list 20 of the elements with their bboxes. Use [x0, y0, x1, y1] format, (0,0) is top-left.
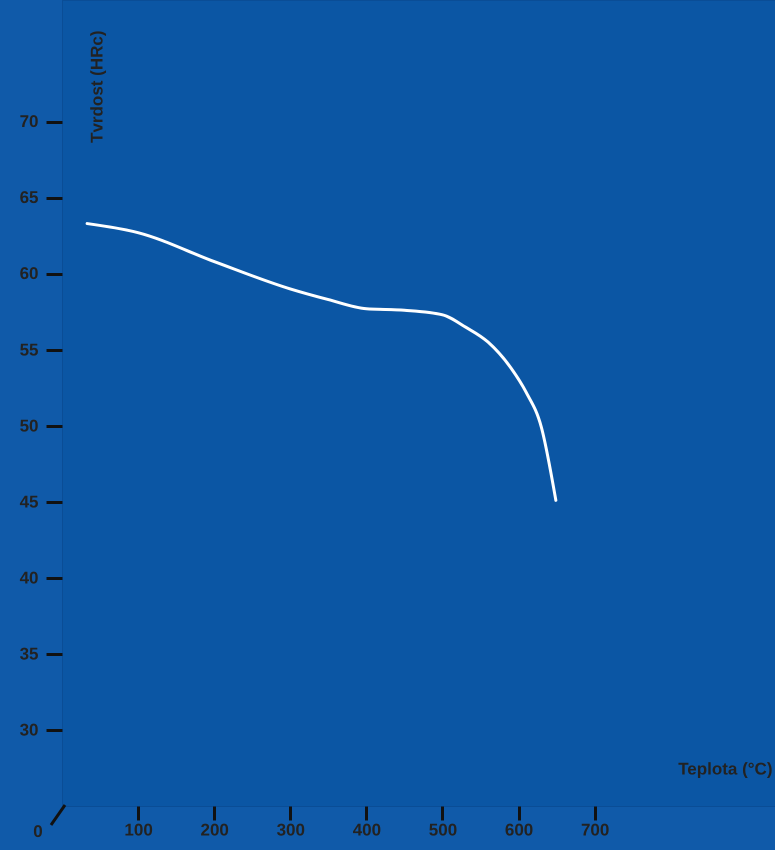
- y-tick-label: 60: [20, 264, 38, 284]
- x-tick-label: 300: [276, 820, 305, 840]
- y-tick-label: 40: [20, 568, 38, 588]
- x-tick-label: 700: [580, 820, 610, 840]
- y-tick-label: 50: [20, 416, 38, 436]
- x-tick-label: 500: [428, 820, 458, 840]
- line-series: [86, 222, 558, 502]
- y-tick-label: 70: [20, 112, 38, 132]
- y-tick-label: 65: [20, 188, 38, 208]
- y-axis-title: Tvrdost (HRc): [88, 30, 106, 143]
- y-tick-label: 55: [20, 340, 38, 360]
- x-tick-label: 200: [200, 820, 229, 840]
- x-tick-label: 100: [124, 820, 153, 840]
- text: 0: [33, 822, 43, 841]
- y-tick-label: 35: [20, 644, 38, 664]
- x-tick-label: 400: [352, 820, 382, 840]
- y-tick-label: 45: [20, 492, 38, 512]
- x-axis-title: Teplota (°C): [678, 760, 772, 778]
- x-tick-label: 600: [504, 820, 534, 840]
- y-tick-label: 30: [20, 720, 38, 740]
